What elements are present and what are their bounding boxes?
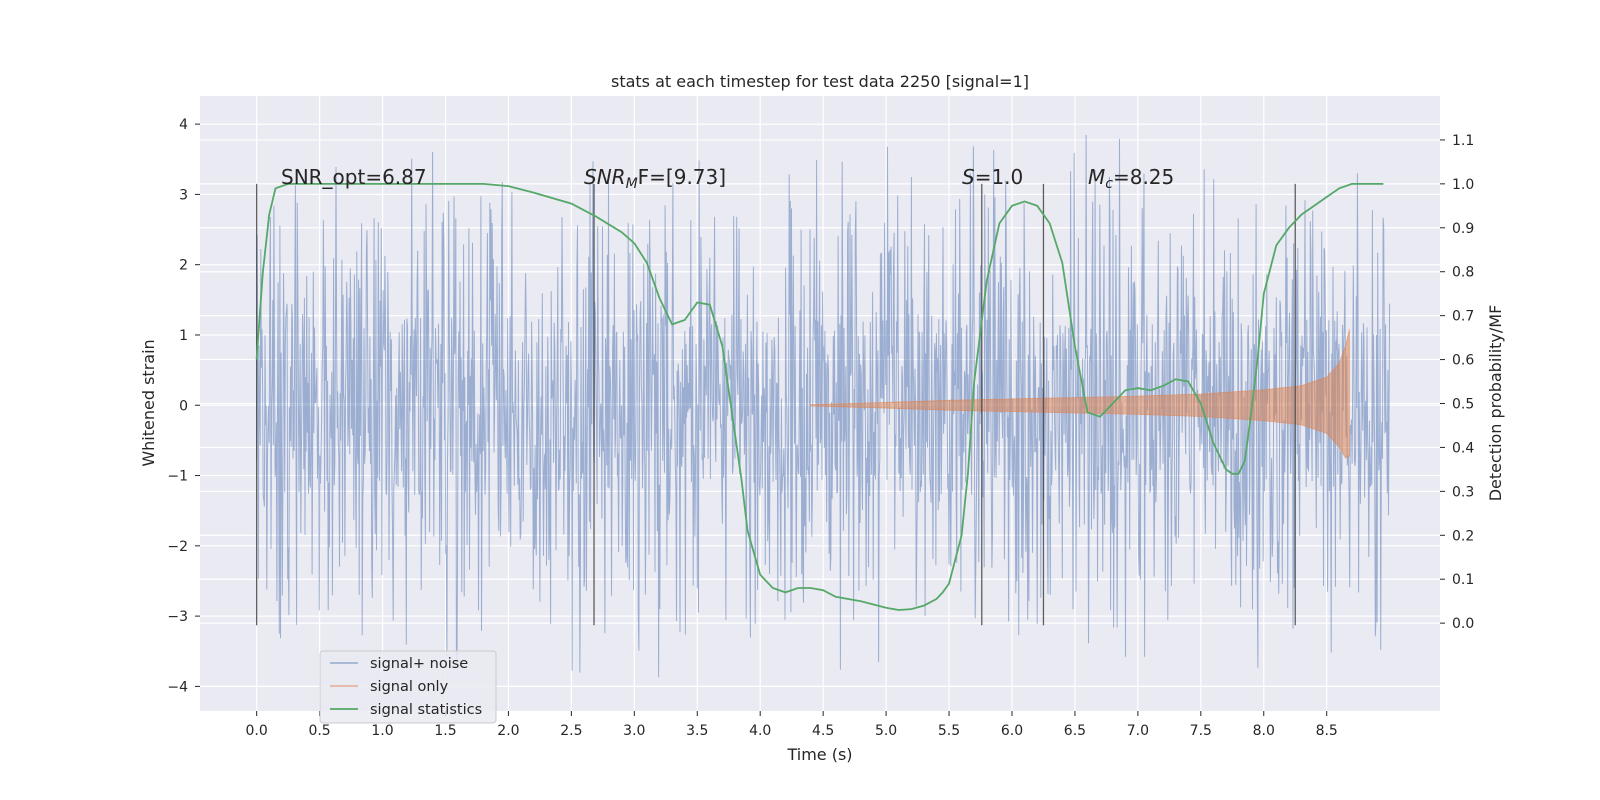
- x-tick-label: 8.5: [1316, 723, 1338, 739]
- y-tick-label: −4: [167, 679, 188, 695]
- x-tick-label: 4.0: [749, 723, 771, 739]
- legend-label-signal-statistics: signal statistics: [370, 702, 482, 718]
- y-tick-label: 3: [179, 187, 188, 203]
- y-right-tick-label: 0.1: [1452, 572, 1474, 588]
- annotation-snr-mf-subscript: M: [626, 176, 638, 192]
- y-right-tick-label: 0.8: [1452, 265, 1474, 281]
- x-tick-label: 6.0: [1001, 723, 1023, 739]
- legend-label-signal-only: signal only: [370, 679, 449, 695]
- legend-label-signal-noise: signal+ noise: [370, 656, 468, 672]
- annotation-snr-mf: SNRMF=[9.73]: [584, 165, 726, 192]
- x-tick-label: 5.0: [875, 723, 897, 739]
- x-tick-label: 1.5: [434, 723, 456, 739]
- y-tick-label: −2: [167, 539, 188, 555]
- legend-box: [319, 650, 497, 724]
- x-tick-label: 0.5: [308, 723, 330, 739]
- signal-statistics-series: [255, 183, 1384, 611]
- x-tick-label: 2.0: [497, 723, 519, 739]
- x-tick-label: 0.0: [246, 723, 268, 739]
- annotation-mc: Mc=8.25: [1088, 165, 1174, 192]
- x-tick-label: 7.0: [1127, 723, 1149, 739]
- chart-title: stats at each timestep for test data 225…: [611, 72, 1029, 91]
- annotation-snr-opt: SNR_opt=6.87: [281, 165, 427, 189]
- x-tick-label: 2.5: [560, 723, 582, 739]
- signal-noise-series: [256, 134, 1391, 678]
- x-axis-label: Time (s): [786, 745, 852, 764]
- annotation-s-symbol: S: [962, 165, 975, 189]
- annotation-mc-symbol: M: [1088, 165, 1105, 189]
- annotation-snr-mf-symbol: SNR: [584, 165, 626, 189]
- y-right-tick-label: 0.7: [1452, 309, 1474, 325]
- y-right-tick-label: 1.1: [1452, 133, 1474, 149]
- marker-lines: [255, 183, 1296, 626]
- annotation-mc-value: =8.25: [1113, 165, 1174, 189]
- x-tick-label: 8.0: [1253, 723, 1275, 739]
- x-tick-label: 7.5: [1190, 723, 1212, 739]
- y-tick-label: 2: [179, 258, 188, 274]
- signal-only-series: [810, 329, 1350, 459]
- y-tick-label: 4: [179, 117, 188, 133]
- y-right-tick-label: 0.3: [1452, 484, 1474, 500]
- y-right-tick-label: 0.9: [1452, 221, 1474, 237]
- annotation-mc-subscript: c: [1105, 176, 1113, 192]
- x-tick-label: 3.0: [623, 723, 645, 739]
- legend: signal+ noise signal only signal statist…: [319, 650, 497, 724]
- axis-ticks: 0.0 0.5 1.0 1.5 2.0 2.5 3.0 3.5 4.0 4.5 5.0 5.5 6.0 6…: [167, 117, 1474, 739]
- annotation-s-value: =1.0: [975, 165, 1024, 189]
- x-tick-label: 6.5: [1064, 723, 1086, 739]
- x-tick-label: 4.5: [812, 723, 834, 739]
- y-right-tick-label: 0.2: [1452, 528, 1474, 544]
- y-tick-label: −3: [167, 609, 188, 625]
- y-tick-label: 1: [179, 328, 188, 344]
- y-axis-label: Whitened strain: [139, 339, 158, 466]
- x-tick-label: 3.5: [686, 723, 708, 739]
- y-axis-right-label: Detection probability/MF: [1486, 305, 1505, 502]
- annotation-s: S=1.0: [962, 165, 1023, 189]
- y-right-tick-label: 0.5: [1452, 397, 1474, 413]
- y-right-tick-label: 1.0: [1452, 177, 1474, 193]
- x-tick-label: 1.0: [371, 723, 393, 739]
- y-right-tick-label: 0.0: [1452, 616, 1474, 632]
- x-tick-label: 5.5: [938, 723, 960, 739]
- annotation-snr-mf-value: F=[9.73]: [638, 165, 726, 189]
- y-tick-label: 0: [179, 398, 188, 414]
- y-tick-label: −1: [167, 469, 188, 485]
- y-right-tick-label: 0.6: [1452, 353, 1474, 369]
- y-right-tick-label: 0.4: [1452, 440, 1474, 456]
